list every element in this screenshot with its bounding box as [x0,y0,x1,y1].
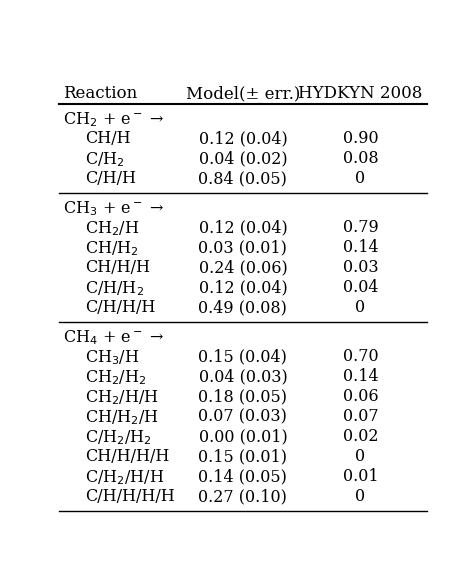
Text: CH/H/H/H: CH/H/H/H [85,448,169,465]
Text: 0.14 (0.05): 0.14 (0.05) [199,468,287,485]
Text: CH$_2$/H: CH$_2$/H [85,219,139,238]
Text: 0.03: 0.03 [343,259,378,276]
Text: C/H$_2$/H$_2$: C/H$_2$/H$_2$ [85,428,152,447]
Text: 0.15 (0.04): 0.15 (0.04) [199,348,287,365]
Text: CH$_3$/H: CH$_3$/H [85,348,139,367]
Text: 0.18 (0.05): 0.18 (0.05) [199,388,287,405]
Text: 0.12 (0.04): 0.12 (0.04) [199,130,287,147]
Text: CH/H$_2$/H: CH/H$_2$/H [85,408,159,427]
Text: C/H/H/H/H: C/H/H/H/H [85,488,175,505]
Text: 0: 0 [356,299,365,316]
Text: 0.84 (0.05): 0.84 (0.05) [199,170,287,187]
Text: 0: 0 [356,170,365,187]
Text: 0.12 (0.04): 0.12 (0.04) [199,279,287,296]
Text: 0.12 (0.04): 0.12 (0.04) [199,219,287,236]
Text: CH$_2$/H/H: CH$_2$/H/H [85,388,159,407]
Text: C/H/H: C/H/H [85,170,136,187]
Text: 0.07 (0.03): 0.07 (0.03) [199,408,287,425]
Text: Model(± err.): Model(± err.) [186,85,300,102]
Text: C/H/H$_2$: C/H/H$_2$ [85,279,144,298]
Text: CH/H: CH/H [85,130,131,147]
Text: CH$_4$ + e$^-$ →: CH$_4$ + e$^-$ → [63,328,164,346]
Text: CH/H$_2$: CH/H$_2$ [85,239,138,258]
Text: 0.01: 0.01 [343,468,378,485]
Text: 0.24 (0.06): 0.24 (0.06) [199,259,287,276]
Text: CH/H/H: CH/H/H [85,259,150,276]
Text: 0.49 (0.08): 0.49 (0.08) [199,299,287,316]
Text: 0.04: 0.04 [343,279,378,296]
Text: CH$_2$ + e$^-$ →: CH$_2$ + e$^-$ → [63,110,164,128]
Text: 0.70: 0.70 [343,348,378,365]
Text: 0.14: 0.14 [343,239,378,256]
Text: C/H$_2$/H/H: C/H$_2$/H/H [85,468,164,487]
Text: 0.00 (0.01): 0.00 (0.01) [199,428,287,445]
Text: 0.02: 0.02 [343,428,378,445]
Text: Reaction: Reaction [63,85,137,102]
Text: 0.04 (0.02): 0.04 (0.02) [199,150,287,167]
Text: 0: 0 [356,488,365,505]
Text: 0.04 (0.03): 0.04 (0.03) [199,368,287,385]
Text: 0.06: 0.06 [343,388,378,405]
Text: CH$_3$ + e$^-$ →: CH$_3$ + e$^-$ → [63,199,164,217]
Text: 0.14: 0.14 [343,368,378,385]
Text: C/H$_2$: C/H$_2$ [85,150,125,169]
Text: CH$_2$/H$_2$: CH$_2$/H$_2$ [85,368,146,387]
Text: 0.90: 0.90 [343,130,378,147]
Text: 0.08: 0.08 [343,150,378,167]
Text: HYDKYN 2008: HYDKYN 2008 [298,85,423,102]
Text: 0.15 (0.01): 0.15 (0.01) [199,448,287,465]
Text: 0.07: 0.07 [343,408,378,425]
Text: 0.79: 0.79 [343,219,378,236]
Text: 0.03 (0.01): 0.03 (0.01) [199,239,287,256]
Text: 0.27 (0.10): 0.27 (0.10) [199,488,287,505]
Text: 0: 0 [356,448,365,465]
Text: C/H/H/H: C/H/H/H [85,299,155,316]
